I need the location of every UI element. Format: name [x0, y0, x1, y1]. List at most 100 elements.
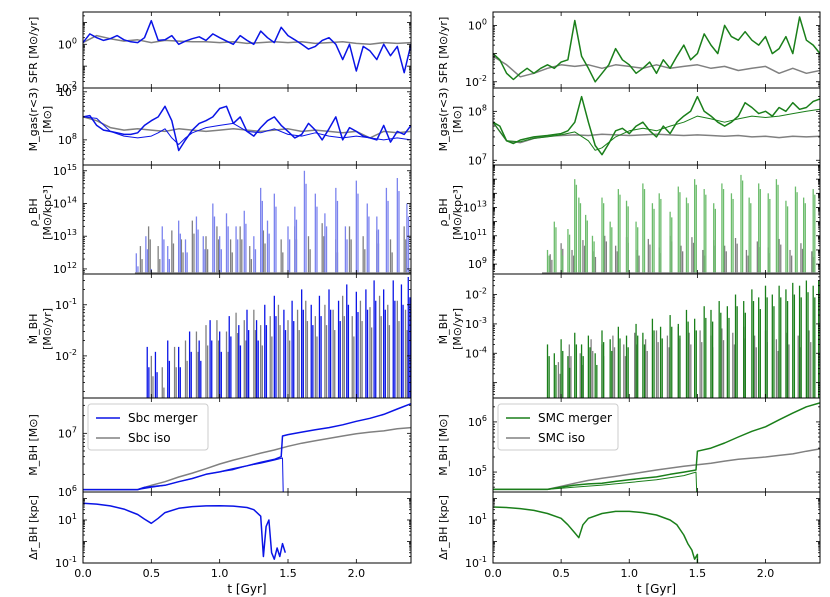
x-axis-label: t [Gyr] — [637, 582, 676, 596]
plot-area — [83, 105, 411, 152]
y-tick-label: 10-1 — [465, 555, 487, 570]
ylabel-mbh: M_BH [M⊙] — [437, 414, 450, 476]
x-tick-label: 0.5 — [552, 567, 570, 580]
x-tick-label: 1.5 — [279, 567, 297, 580]
panel-frame — [492, 164, 821, 275]
x-tick-label: 2.0 — [757, 567, 775, 580]
y-tick-label: 10-2 — [55, 80, 77, 95]
x-tick-label: 2.0 — [348, 567, 366, 580]
plot-area — [83, 403, 411, 492]
y-tick-label: 10-2 — [465, 74, 487, 89]
plot-area — [493, 506, 699, 563]
plot-area — [493, 95, 820, 156]
series-smc-iso — [493, 448, 820, 491]
series-smc-merger — [493, 506, 699, 563]
x-tick-label: 1.0 — [621, 567, 639, 580]
ylabel-rho-units: [M⊙/kpc³] — [41, 185, 54, 240]
x-tick-label: 1.5 — [689, 567, 707, 580]
panel-frame — [492, 491, 821, 564]
panel-mgas: 109 108 M_gas(r<3) [M⊙] — [27, 84, 412, 166]
y-tick-label: 10-4 — [465, 345, 487, 360]
ylabel-rho-units: [M⊙/kpc³] — [451, 185, 464, 240]
series-sbc-merger-outer- — [83, 105, 411, 152]
plot-area — [83, 502, 287, 560]
x-tick-label: 0.0 — [484, 567, 502, 580]
x-tick-label: 1.0 — [211, 567, 229, 580]
ylabel-mdot-units: [M⊙/yr] — [41, 308, 54, 350]
panel-frame — [82, 87, 412, 166]
ylabel-mgas-units: [M⊙] — [41, 106, 54, 133]
plot-area — [134, 170, 411, 274]
panel-frame — [82, 491, 412, 564]
series-smc-merger-inner- — [493, 108, 820, 151]
y-tick-label: 109 — [468, 256, 487, 271]
series-sbc-merger-secondary- — [83, 457, 284, 492]
y-tick-label: 10-3 — [465, 316, 487, 331]
series-sbc-iso — [83, 34, 411, 46]
plot-area — [493, 402, 820, 492]
y-tick-label: 101 — [468, 512, 487, 527]
ylabel-mgas-units: [M⊙] — [451, 106, 464, 133]
x-tick-label: 0.5 — [143, 567, 161, 580]
series-smc-merger — [493, 402, 820, 491]
ylabel-mdot: Ṁ_BH — [437, 314, 450, 345]
y-tick-label: 1011 — [463, 228, 487, 243]
y-tick-label: 1015 — [53, 163, 77, 178]
y-tick-label: 101 — [58, 512, 77, 527]
panel-sfr: 100 10-2 SFR [M⊙/yr] — [437, 11, 821, 89]
y-tick-label: 1013 — [463, 199, 487, 214]
panel-rho: 1013 1011 109 ρ_BH [M⊙/kpc³] — [437, 164, 821, 275]
panel-mbh: 106 105 M_BH [M⊙] — [437, 397, 821, 493]
plot-area — [146, 276, 411, 398]
y-tick-label: 107 — [468, 152, 487, 167]
series-smc-merger-secondary- — [493, 471, 698, 492]
panel-mdot: 10-2 10-3 10-4 Ṁ_BH [M⊙/yr] — [437, 273, 821, 399]
y-tick-label: 108 — [468, 103, 487, 118]
x-axis-label: t [Gyr] — [227, 582, 266, 596]
series-smc-iso — [493, 55, 820, 78]
panel-dr: 101 10-1 Δr_BH [kpc] — [27, 491, 412, 570]
legend: SMC merger SMC iso — [497, 403, 619, 451]
series-smc-merger — [493, 16, 820, 83]
legend-merger-label: Sbc merger — [128, 411, 197, 425]
ylabel-mdot: Ṁ_BH — [27, 314, 40, 345]
y-tick-label: 106 — [58, 484, 77, 499]
y-tick-label: 10-2 — [55, 348, 77, 363]
y-tick-label: 1012 — [53, 261, 77, 276]
ylabel-dr: Δr_BH [kpc] — [27, 495, 40, 560]
plot-area — [83, 19, 411, 74]
y-tick-label: 10-1 — [55, 555, 77, 570]
y-tick-label: 100 — [468, 17, 487, 32]
panel-mgas: 108 107 M_gas(r<3) [M⊙] — [437, 87, 821, 167]
y-tick-label: 107 — [58, 425, 77, 440]
panel-mdot: 10-1 10-2 Ṁ_BH [M⊙/yr] — [27, 273, 412, 399]
y-tick-label: 109 — [58, 84, 77, 99]
ylabel-mgas: M_gas(r<3) — [27, 88, 40, 152]
series-sbc-merger — [83, 19, 411, 74]
ylabel-rho: ρ_BH — [27, 198, 40, 226]
ylabel-dr: Δr_BH [kpc] — [437, 495, 450, 560]
legend-iso-label: SMC iso — [538, 431, 585, 445]
x-tick-label: 0.0 — [74, 567, 92, 580]
legend-merger-label: SMC merger — [538, 411, 612, 425]
panel-dr: 101 10-1 Δr_BH [kpc] — [437, 491, 821, 570]
y-tick-label: 1013 — [53, 228, 77, 243]
panel-sfr: 100 10-2 SFR [M⊙/yr] — [27, 11, 412, 95]
plot-area — [493, 16, 820, 83]
y-tick-label: 105 — [468, 464, 487, 479]
series-smc-merger-outer- — [493, 95, 820, 156]
series-sbc-merger — [83, 502, 287, 560]
panel-rho: 1015 1014 1013 1012 ρ_BH [M⊙/kpc³] — [27, 163, 412, 276]
series-smc-iso — [493, 121, 820, 144]
panel-frame — [492, 87, 821, 166]
ylabel-mbh: M_BH [M⊙] — [27, 414, 40, 476]
ylabel-sfr: SFR [M⊙/yr] — [437, 17, 450, 83]
y-tick-label: 106 — [468, 414, 487, 429]
y-tick-label: 10-1 — [55, 297, 77, 312]
series-sbc-iso — [83, 426, 411, 491]
panel-frame — [82, 164, 412, 275]
y-tick-label: 1014 — [53, 195, 77, 210]
